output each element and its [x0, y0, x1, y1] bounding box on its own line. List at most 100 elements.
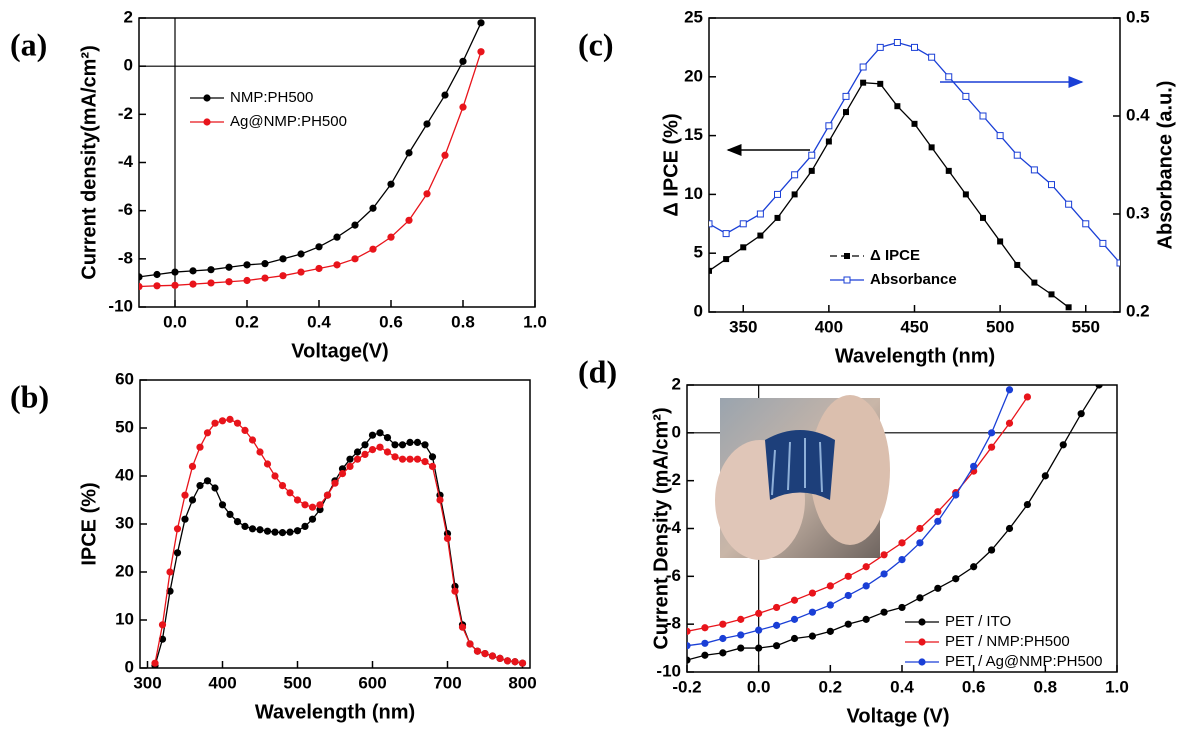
- data-point: [338, 470, 347, 478]
- data-point: [351, 221, 359, 229]
- data-point: [934, 517, 942, 525]
- data-point: [398, 441, 407, 449]
- data-point: [774, 190, 781, 198]
- data-point: [962, 191, 969, 198]
- data-point: [1005, 524, 1014, 533]
- data-point: [278, 529, 287, 537]
- data-point: [737, 631, 745, 639]
- data-point: [301, 501, 309, 509]
- legend-marker: [203, 94, 211, 102]
- data-point: [952, 491, 960, 499]
- data-point: [286, 489, 294, 497]
- series-line: [139, 51, 482, 288]
- data-point: [405, 216, 413, 224]
- x-tick-label: 0.0: [747, 677, 771, 696]
- data-point: [353, 455, 362, 463]
- data-point: [1077, 410, 1085, 418]
- data-point: [441, 151, 449, 159]
- legend-marker: [843, 276, 851, 284]
- data-point: [459, 103, 467, 111]
- data-point: [173, 525, 182, 533]
- series: [151, 429, 527, 668]
- y-tick-label: 30: [115, 513, 134, 532]
- y-tick-label: 2: [672, 374, 681, 393]
- data-point: [441, 91, 449, 99]
- data-point: [477, 48, 485, 56]
- data-point: [279, 255, 287, 263]
- data-point: [898, 555, 906, 564]
- data-point: [369, 245, 377, 253]
- y-tick-label: 40: [115, 465, 134, 484]
- y2-tick-label: 0.2: [1126, 301, 1150, 320]
- x-tick-label: 600: [358, 673, 386, 692]
- data-point: [248, 525, 257, 533]
- data-point: [278, 482, 287, 490]
- data-point: [189, 267, 197, 275]
- series: [687, 393, 1032, 635]
- data-point: [911, 120, 918, 127]
- data-point: [719, 649, 727, 657]
- data-point: [391, 453, 399, 461]
- series: [709, 79, 1072, 311]
- data-point: [243, 261, 251, 269]
- data-point: [263, 527, 272, 535]
- x-tick-label: 0.6: [962, 677, 986, 696]
- y-tick-label: 0: [672, 422, 681, 441]
- data-point: [293, 527, 302, 535]
- y-tick-label: 5: [694, 243, 703, 262]
- data-point: [369, 204, 377, 212]
- data-point: [368, 431, 377, 439]
- panel-label: (c): [578, 26, 614, 62]
- data-point: [772, 603, 781, 612]
- y-tick-label: 10: [684, 184, 703, 203]
- data-point: [286, 528, 294, 536]
- series-line: [709, 41, 1120, 264]
- data-point: [271, 528, 279, 536]
- data-point: [188, 462, 197, 470]
- data-point: [980, 214, 986, 221]
- data-point: [825, 138, 832, 145]
- data-point: [451, 587, 459, 595]
- data-point: [233, 419, 242, 427]
- data-point: [911, 43, 918, 51]
- series: [709, 39, 1120, 267]
- data-point: [459, 57, 467, 65]
- data-point: [301, 522, 309, 531]
- data-point: [894, 103, 901, 110]
- data-point: [880, 608, 888, 616]
- data-point: [225, 278, 233, 286]
- data-point: [203, 429, 212, 437]
- data-point: [153, 270, 161, 279]
- data-point: [825, 122, 833, 130]
- data-point: [952, 575, 960, 583]
- x-axis-label: Wavelength (nm): [255, 701, 415, 723]
- data-point: [987, 443, 996, 451]
- data-point: [1013, 151, 1021, 159]
- data-point: [391, 441, 399, 449]
- data-point: [346, 455, 354, 463]
- data-point: [333, 261, 341, 269]
- legend-label: Δ IPCE: [870, 247, 920, 264]
- y-tick-label: -2: [118, 104, 133, 123]
- y2-tick-label: 0.4: [1126, 105, 1150, 124]
- data-point: [737, 644, 745, 652]
- series: [139, 19, 485, 281]
- data-point: [218, 501, 227, 509]
- data-point: [376, 429, 384, 437]
- data-point: [181, 515, 189, 523]
- data-point: [772, 621, 781, 629]
- data-point: [308, 503, 317, 511]
- data-point: [916, 539, 924, 547]
- data-point: [701, 624, 709, 632]
- inset-photo: [715, 395, 890, 560]
- data-point: [844, 591, 852, 600]
- data-point: [196, 443, 204, 451]
- y-tick-label: -10: [108, 296, 133, 315]
- y-tick-label: 10: [115, 609, 134, 628]
- x-tick-label: 0.8: [451, 312, 475, 331]
- data-point: [153, 282, 161, 290]
- data-point: [421, 458, 429, 466]
- panel-label: (a): [10, 26, 47, 62]
- plot-frame: [708, 17, 1121, 313]
